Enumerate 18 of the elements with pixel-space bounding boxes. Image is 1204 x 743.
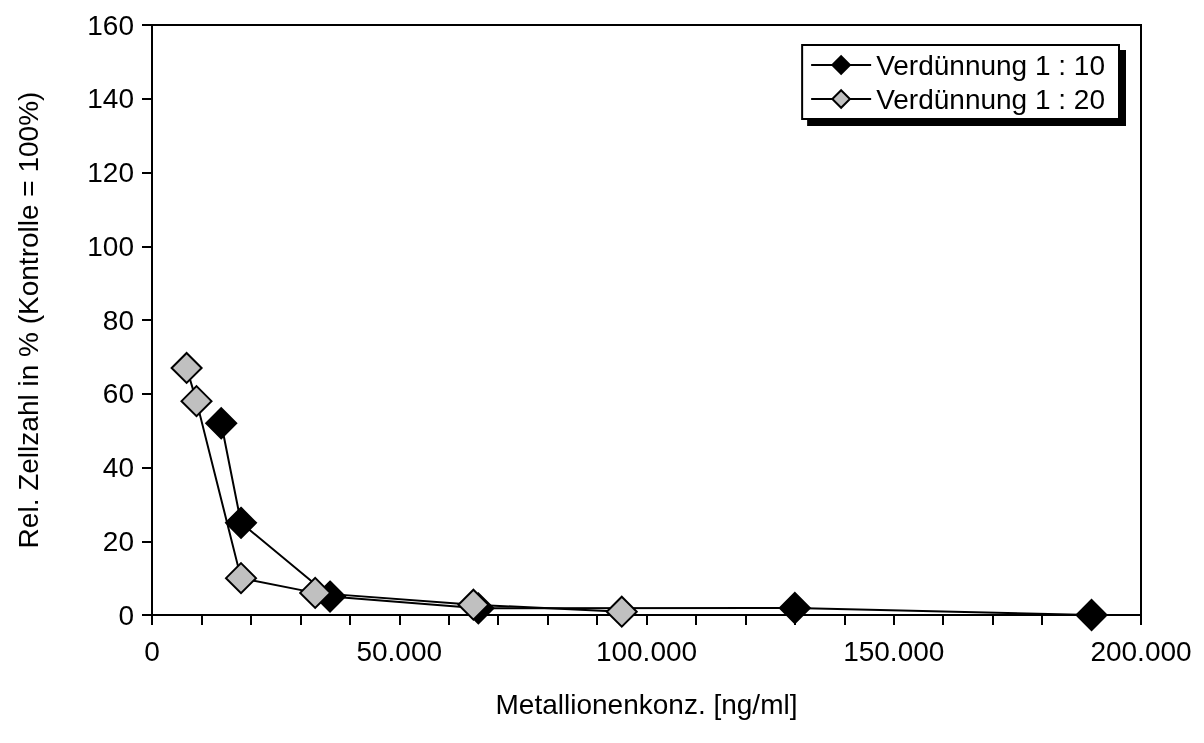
y-tick-label: 60 <box>102 378 134 410</box>
x-tick-label: 200.000 <box>1090 635 1192 667</box>
y-tick-label: 140 <box>87 83 134 115</box>
y-tick-label: 80 <box>102 304 134 336</box>
y-axis-title: Rel. Zellzahl in % (Kontrolle = 100%) <box>12 91 44 549</box>
x-tick-label: 0 <box>144 635 160 667</box>
legend-label: Verdünnung 1 : 20 <box>876 83 1106 115</box>
x-tick-label: 50.000 <box>356 635 443 667</box>
y-tick-label: 120 <box>87 157 134 188</box>
y-tick-label: 100 <box>87 230 134 262</box>
x-tick-label: 150.000 <box>843 635 945 667</box>
x-tick-label: 100.000 <box>595 635 698 667</box>
y-tick-label: 160 <box>87 9 134 41</box>
y-tick-label: 20 <box>102 525 134 557</box>
x-axis-title: Metallionenkonz. [ng/ml] <box>495 688 798 720</box>
y-tick-label: 0 <box>118 599 134 631</box>
y-tick-label: 40 <box>102 452 134 483</box>
legend-label: Verdünnung 1 : 10 <box>876 49 1106 81</box>
